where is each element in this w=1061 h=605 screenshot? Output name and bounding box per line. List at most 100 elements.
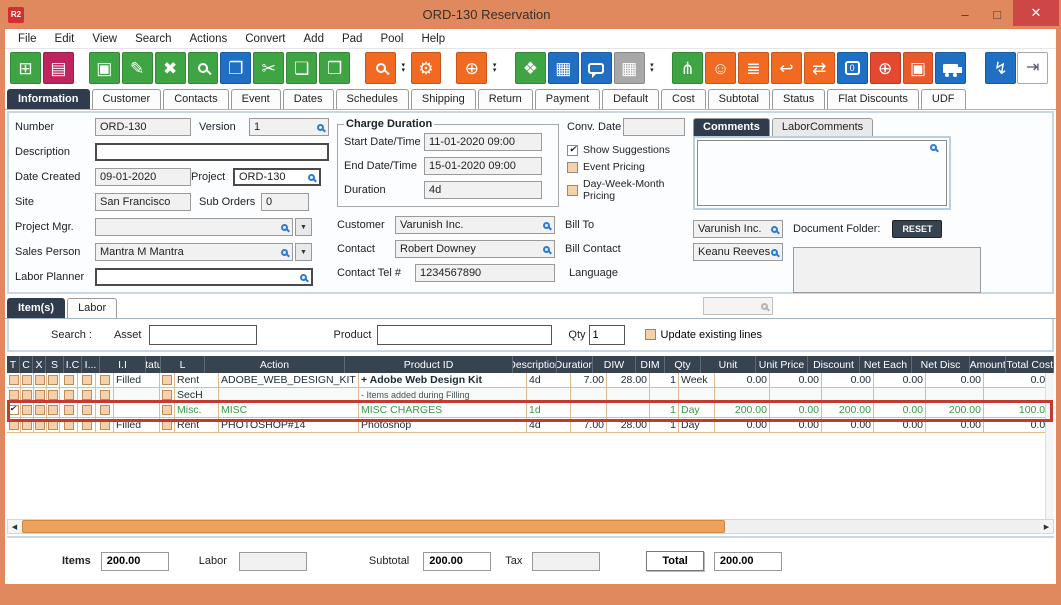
maximize-button[interactable]: □ [993, 7, 1001, 22]
bill-to-field[interactable]: Varunish Inc. [693, 220, 783, 238]
tab-default[interactable]: Default [602, 89, 660, 109]
flag-cell[interactable] [21, 388, 34, 402]
conv-date-field[interactable] [623, 118, 685, 136]
minimize-button[interactable]: – [961, 7, 969, 22]
subtotal-field[interactable]: 200.00 [423, 551, 492, 571]
contact-tel-field[interactable]: 1234567890 [415, 264, 555, 282]
column-header[interactable]: S [46, 356, 64, 373]
column-header[interactable]: Unit [701, 356, 756, 373]
flag-cell[interactable] [34, 403, 47, 417]
column-header[interactable]: Unit Price [756, 356, 808, 373]
menu-item[interactable]: File [18, 32, 37, 45]
print-icon[interactable]: ▤ [42, 52, 74, 84]
l-flag-cell[interactable] [160, 403, 175, 417]
tab-subtotal[interactable]: Subtotal [707, 89, 771, 109]
tab-return[interactable]: Return [477, 89, 533, 109]
description-field[interactable] [95, 143, 329, 161]
tab-shipping[interactable]: Shipping [410, 89, 476, 109]
l-flag-cell[interactable] [160, 388, 175, 402]
flag-cell[interactable] [60, 403, 78, 417]
column-header[interactable]: L [161, 356, 205, 373]
clipboard-transfer-icon[interactable]: ⇄ [803, 52, 835, 84]
flag-cell[interactable] [7, 418, 21, 432]
flag-cell[interactable] [78, 403, 96, 417]
flag-cell[interactable] [60, 418, 78, 432]
horizontal-scrollbar[interactable]: ◀ ▶ [7, 519, 1054, 534]
menu-item[interactable]: Convert [245, 32, 286, 45]
search-lookup-icon[interactable] [281, 248, 288, 256]
menu-item[interactable]: Help [421, 32, 446, 45]
items-total-field[interactable]: 200.00 [100, 551, 169, 571]
language-field[interactable] [703, 297, 773, 315]
search-lookup-icon[interactable] [308, 173, 315, 181]
flag-cell[interactable] [60, 373, 78, 387]
flag-cell[interactable] [34, 418, 47, 432]
scrollbar-track[interactable] [21, 520, 1040, 533]
tab-labor-comments[interactable]: LaborComments [771, 118, 874, 136]
table-row[interactable]: SecH - Items added during Filling [7, 388, 1054, 403]
sales-person-dropdown[interactable]: ▼ [295, 243, 312, 261]
column-header[interactable]: I.I [100, 356, 146, 373]
event-pricing-checkbox[interactable]: Event Pricing [567, 161, 693, 173]
tab-comments[interactable]: Comments [693, 118, 770, 136]
menu-item[interactable]: View [92, 32, 118, 45]
tab-contacts[interactable]: Contacts [163, 89, 229, 109]
flag-cell[interactable] [78, 418, 96, 432]
flag-cell[interactable] [78, 388, 96, 402]
search-lookup-icon[interactable] [771, 248, 778, 256]
column-header[interactable]: DIW [593, 356, 636, 373]
end-date-field[interactable]: 15-01-2020 09:00 [424, 157, 542, 175]
table-row[interactable]: Filled Rent PHOTOSHOP#14 Photoshop 4d 7.… [7, 418, 1054, 433]
qty-input[interactable] [588, 324, 625, 345]
menu-item[interactable]: Actions [189, 32, 228, 45]
menu-item[interactable]: Search [135, 32, 172, 45]
flag-cell[interactable] [21, 418, 34, 432]
flag-cell[interactable] [47, 388, 60, 402]
flag-cell[interactable] [47, 403, 60, 417]
tab-event[interactable]: Event [230, 89, 281, 109]
close-button[interactable]: ✕ [1013, 0, 1059, 26]
flag-cell[interactable] [7, 403, 21, 417]
column-header[interactable]: Discount [808, 356, 860, 373]
add-money-icon[interactable]: ⊕ [869, 52, 901, 84]
scroll-left-arrow[interactable]: ◀ [8, 520, 21, 533]
flag-cell[interactable] [78, 373, 96, 387]
search-lookup-icon[interactable] [281, 223, 288, 231]
edit-icon[interactable]: ✎ [121, 52, 153, 84]
search-lookup-icon[interactable] [317, 123, 324, 131]
tab-customer[interactable]: Customer [91, 89, 162, 109]
document-folder-box[interactable] [793, 247, 981, 293]
start-date-field[interactable]: 11-01-2020 09:00 [424, 133, 542, 151]
dropdown-arrows-icon[interactable]: ▾ ▾ [489, 52, 500, 84]
dropdown-arrows-icon[interactable]: ▾ ▾ [397, 52, 409, 84]
product-input[interactable] [377, 324, 553, 345]
project-mgr-field[interactable] [95, 218, 293, 236]
tab-labor[interactable]: Labor [67, 298, 118, 318]
reset-button[interactable]: RESET [892, 220, 943, 238]
chat-icon[interactable] [580, 52, 612, 84]
tab-status[interactable]: Status [772, 89, 826, 109]
comment-count-icon[interactable]: 0 [836, 52, 868, 84]
cut-icon[interactable]: ✂ [253, 52, 285, 84]
delivery-truck-icon[interactable] [935, 52, 967, 84]
menu-item[interactable]: Pool [380, 32, 404, 45]
return-icon[interactable]: ↩ [770, 52, 802, 84]
cash-register-icon[interactable]: ▣ [902, 52, 934, 84]
column-header[interactable]: Net Each [860, 356, 912, 373]
search-lookup-icon[interactable] [300, 273, 307, 281]
flag-cell[interactable] [7, 388, 21, 402]
flag-cell[interactable] [96, 373, 114, 387]
flag-cell[interactable] [47, 418, 60, 432]
org-chart-icon[interactable]: ⋔ [672, 52, 704, 84]
flag-cell[interactable] [60, 388, 78, 402]
vertical-scrollbar[interactable] [1045, 373, 1054, 519]
show-suggestions-checkbox[interactable]: Show Suggestions [567, 144, 693, 156]
day-week-month-pricing-checkbox[interactable]: Day-Week-Month Pricing [567, 178, 693, 202]
add-po-cart-icon[interactable]: ⊕ [456, 52, 488, 84]
table-row[interactable]: Filled Rent ADOBE_WEB_DESIGN_KIT + Adobe… [7, 373, 1054, 388]
smiley-icon[interactable]: ☺ [705, 52, 736, 84]
sales-person-field[interactable]: Mantra M Mantra [95, 243, 293, 261]
calendar-icon[interactable]: ▦ [613, 52, 645, 84]
flag-cell[interactable] [47, 373, 60, 387]
lightning-icon[interactable]: ↯ [985, 52, 1017, 84]
